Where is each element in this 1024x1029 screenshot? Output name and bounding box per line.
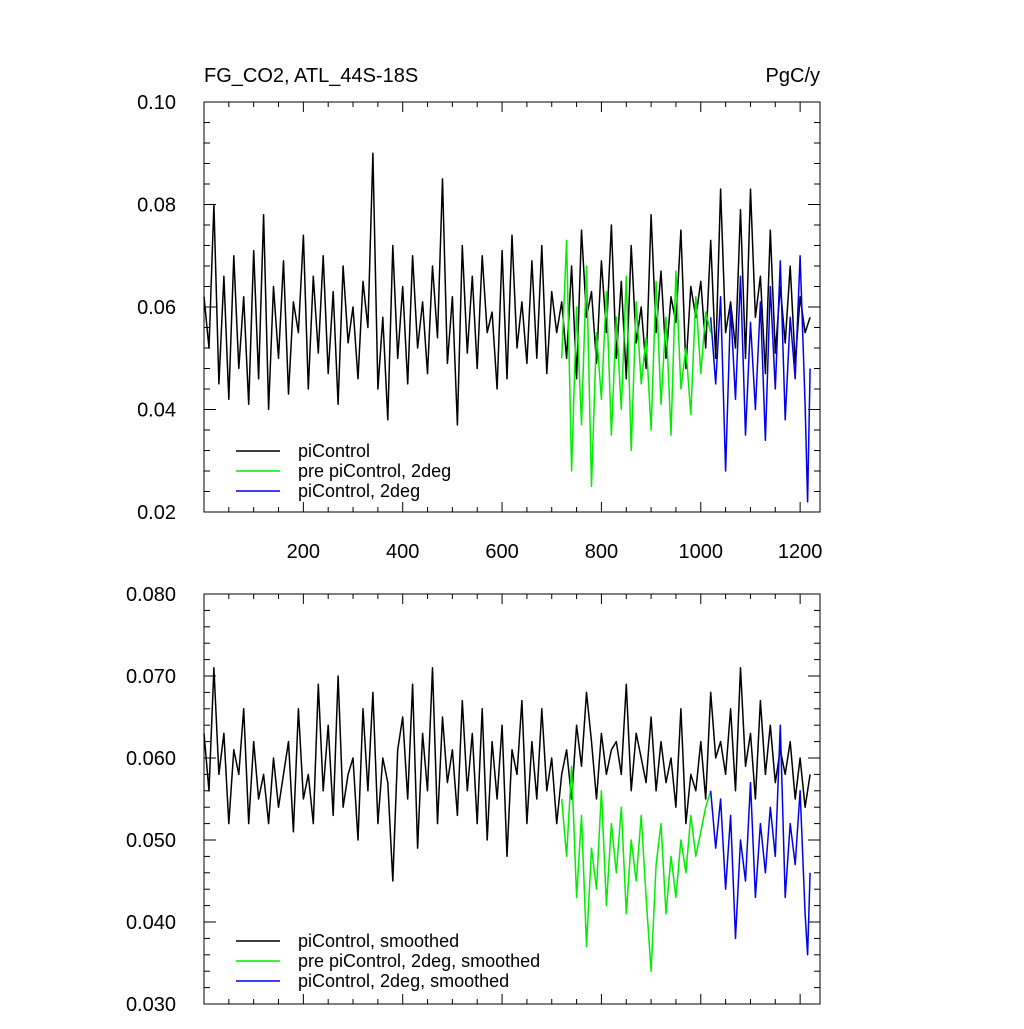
y-tick-label: 0.06	[137, 297, 176, 319]
y-tick-label: 0.040	[126, 912, 176, 934]
series-line-2	[709, 255, 811, 503]
x-tick-label: 600	[485, 541, 518, 563]
x-tick-label: 800	[585, 541, 618, 563]
y-tick-label: 0.10	[137, 92, 176, 114]
y-tick-label: 0.060	[126, 748, 176, 770]
top-panel: FG_CO2, ATL_44S-18S PgC/y 200 400 600 800 10…	[137, 65, 822, 563]
bottom-panel: 0.030 0.040 0.050 0.060 0.070 0.080 piControl,…	[126, 584, 821, 1016]
y-tick-label: 0.080	[126, 584, 176, 606]
legend-label: piControl, smoothed	[298, 931, 459, 951]
series-line-1	[560, 765, 712, 972]
legend-label: pre piControl, 2deg, smoothed	[298, 951, 540, 971]
legend-label: piControl, 2deg	[298, 481, 420, 501]
x-tick-label: 200	[287, 541, 320, 563]
x-tick-label: 1200	[778, 541, 823, 563]
legend-label: piControl, 2deg, smoothed	[298, 971, 509, 991]
x-tick-label: 1000	[679, 541, 724, 563]
plot-frame	[203, 101, 821, 513]
y-tick-label: 0.08	[137, 195, 176, 217]
y-tick-label: 0.050	[126, 830, 176, 852]
series-line-1	[560, 239, 712, 488]
series-line-2	[709, 724, 811, 956]
y-tick-label: 0.04	[137, 400, 176, 422]
chart-title: FG_CO2, ATL_44S-18S	[204, 65, 418, 87]
series-line-0	[203, 667, 811, 882]
legend-label: pre piControl, 2deg	[298, 461, 451, 481]
y-tick-label: 0.030	[126, 994, 176, 1016]
plot-frame	[203, 593, 821, 1005]
x-tick-label: 400	[386, 541, 419, 563]
units-label: PgC/y	[766, 65, 820, 87]
y-tick-label: 0.02	[137, 502, 176, 524]
y-tick-label: 0.070	[126, 666, 176, 688]
series-line-0	[203, 152, 811, 426]
legend-label: piControl	[298, 441, 370, 461]
